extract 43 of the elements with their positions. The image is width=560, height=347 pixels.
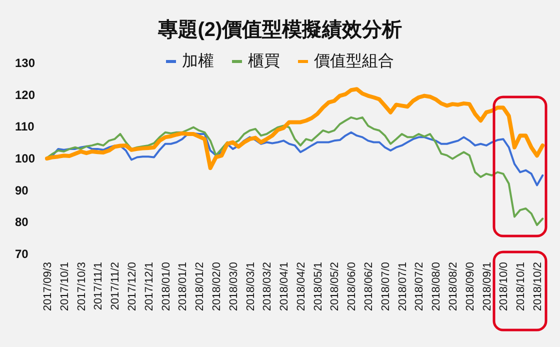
x-tick-label: 2018/01/1 xyxy=(177,262,190,311)
x-tick-label: 2017/12/0 xyxy=(126,262,138,311)
x-tick-label: 2018/07/2 xyxy=(414,262,426,311)
x-tick-label: 2017/12/1 xyxy=(143,262,156,311)
legend-label: 櫃買 xyxy=(248,52,280,70)
y-tick-label: 110 xyxy=(15,120,35,134)
y-tick-label: 130 xyxy=(15,56,36,70)
y-tick-label: 100 xyxy=(15,152,36,166)
x-tick-label: 2018/07/0 xyxy=(380,262,392,311)
x-tick-label: 2018/03/2 xyxy=(262,262,274,311)
y-tick-label: 120 xyxy=(15,88,36,102)
x-tick-label: 2018/10/2 xyxy=(532,262,544,311)
x-tick-label: 2018/10/1 xyxy=(515,262,528,311)
x-tick-label: 2018/08/2 xyxy=(448,262,460,311)
x-tick-label: 2018/06/2 xyxy=(363,262,376,311)
line-series xyxy=(46,116,544,226)
legend-label: 價值型組合 xyxy=(314,52,394,70)
x-tick-label: 2018/03/0 xyxy=(228,262,240,311)
x-tick-label: 2018/07/1 xyxy=(396,262,409,311)
x-tick-label: 2018/09/1 xyxy=(481,262,494,311)
y-tick-label: 80 xyxy=(15,215,29,230)
x-tick-label: 2017/09/3 xyxy=(42,262,54,311)
y-tick-label: 70 xyxy=(15,247,29,261)
x-tick-label: 2018/02/0 xyxy=(210,262,223,311)
x-tick-label: 2017/10/3 xyxy=(76,262,88,311)
x-tick-label: 2018/04/2 xyxy=(295,262,308,311)
x-tick-label: 2018/01/0 xyxy=(160,262,172,311)
x-tick-label: 2018/03/1 xyxy=(244,262,257,311)
x-tick-label: 2018/01/2 xyxy=(194,262,206,311)
line-series xyxy=(45,87,545,170)
x-tick-label: 2018/09/0 xyxy=(464,262,476,311)
x-tick-label: 2017/11/1 xyxy=(92,262,105,310)
y-tick-label: 90 xyxy=(15,183,29,198)
x-tick-label: 2018/06/0 xyxy=(346,262,358,311)
x-tick-label: 2018/10/0 xyxy=(498,262,510,311)
legend-label: 加權 xyxy=(182,52,214,70)
x-tick-label: 2018/05/2 xyxy=(329,262,342,311)
x-tick-label: 2017/10/1 xyxy=(58,262,71,311)
x-tick-label: 2018/04/1 xyxy=(278,262,291,311)
x-tick-label: 2018/05/1 xyxy=(312,262,324,311)
x-tick-label: 2018/08/0 xyxy=(430,262,443,311)
chart-title: 專題(2)價值型模擬績效分析 xyxy=(156,19,402,41)
x-tick-label: 2017/11/2 xyxy=(110,262,122,310)
